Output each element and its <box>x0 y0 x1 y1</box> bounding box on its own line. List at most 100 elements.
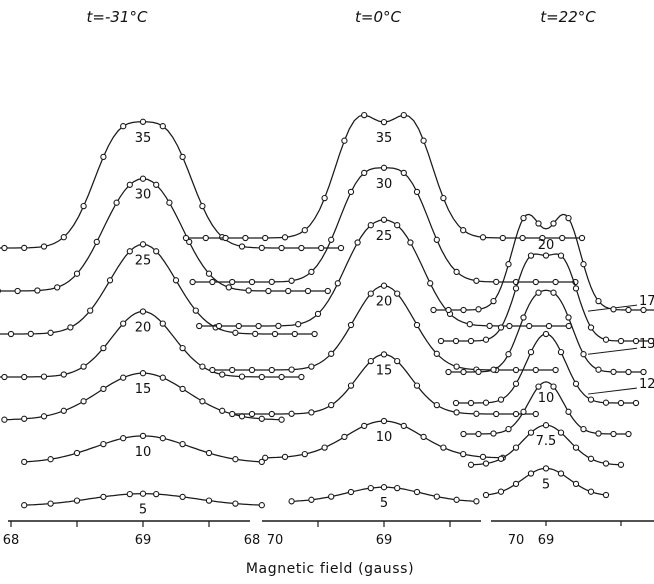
data-point <box>179 440 186 448</box>
data-point <box>506 322 513 330</box>
data-point <box>640 368 647 376</box>
curve-label: 35 <box>376 131 393 146</box>
data-point <box>126 490 133 498</box>
data-point <box>617 399 625 407</box>
data-point <box>73 497 81 504</box>
data-point <box>400 111 407 119</box>
spectrum-series-12.5: 12.5 <box>452 330 654 407</box>
data-point <box>572 380 580 387</box>
data-point <box>288 277 295 284</box>
data-point <box>512 380 520 387</box>
data-point <box>308 409 315 416</box>
data-point <box>542 252 550 259</box>
data-point <box>229 366 236 374</box>
data-point <box>281 234 289 241</box>
data-point <box>486 322 493 330</box>
data-point <box>380 118 388 126</box>
data-point <box>258 373 265 381</box>
panel-title-2: t=0°C <box>355 8 401 26</box>
data-point <box>139 308 147 315</box>
curve-label: 10 <box>376 430 393 445</box>
spectrum-series-10: 10 <box>460 381 632 438</box>
data-point <box>532 278 539 286</box>
spectrum-series-25: 25 <box>196 216 572 330</box>
data-point <box>535 383 542 390</box>
data-point <box>602 336 610 343</box>
data-point <box>505 261 512 268</box>
spectrum-series-10: 10 <box>262 417 506 461</box>
data-point <box>535 220 542 227</box>
data-point <box>328 493 335 500</box>
data-point <box>420 137 427 144</box>
data-point <box>278 373 285 381</box>
data-point <box>159 123 166 130</box>
data-point <box>308 363 315 370</box>
data-point <box>341 433 348 441</box>
data-point <box>467 461 475 468</box>
data-point <box>40 373 48 380</box>
data-point <box>278 416 285 423</box>
data-point <box>139 432 147 440</box>
curve-label: 5 <box>139 503 147 518</box>
data-point <box>475 368 482 376</box>
data-point <box>281 453 289 461</box>
data-point <box>334 280 341 287</box>
data-point <box>490 366 497 373</box>
data-point <box>268 366 275 374</box>
data-point <box>493 410 500 418</box>
data-point <box>499 234 506 242</box>
data-point <box>453 363 460 370</box>
data-point <box>380 351 388 358</box>
curve-label: 30 <box>376 177 393 192</box>
data-point <box>27 330 34 338</box>
data-point <box>602 399 610 406</box>
data-point <box>54 284 61 291</box>
data-point <box>557 252 565 259</box>
curve-label: 30 <box>135 188 152 203</box>
curve-label: 15 <box>376 363 393 378</box>
data-point <box>268 410 275 418</box>
data-point <box>479 234 487 241</box>
data-point <box>400 422 407 430</box>
spectrum-curve <box>433 213 654 311</box>
data-point <box>347 188 355 196</box>
data-point <box>100 493 107 501</box>
data-point <box>354 239 361 246</box>
data-point <box>505 351 512 358</box>
data-point <box>625 430 632 438</box>
data-point <box>222 234 229 242</box>
data-point <box>490 430 497 437</box>
data-point <box>21 415 28 422</box>
data-point <box>235 322 242 330</box>
data-point <box>380 282 388 289</box>
data-point <box>248 278 256 286</box>
spectrum-series-15: 15 <box>229 351 539 418</box>
data-point <box>209 366 216 374</box>
data-point <box>578 234 586 242</box>
curve-label: 20 <box>376 295 393 310</box>
data-point <box>262 454 269 461</box>
data-point <box>367 484 374 492</box>
data-point <box>21 244 28 252</box>
data-point <box>153 181 160 188</box>
data-point <box>467 337 475 345</box>
data-point <box>347 488 355 496</box>
data-point <box>298 373 305 381</box>
data-point <box>473 277 480 284</box>
data-point <box>482 460 490 467</box>
spectrum-series-7.5: 7.5 <box>467 422 625 468</box>
data-point <box>166 199 173 206</box>
data-point <box>512 366 520 374</box>
data-point <box>225 284 232 291</box>
data-point <box>202 234 209 242</box>
label-leader-line <box>587 347 638 355</box>
data-point <box>205 449 213 457</box>
data-point <box>512 410 520 418</box>
data-point <box>452 337 460 345</box>
data-point <box>433 401 440 409</box>
label-leader-line <box>587 387 638 395</box>
data-point <box>347 382 355 389</box>
spectrum-series-20: 20 <box>430 213 654 314</box>
data-point <box>301 450 308 458</box>
